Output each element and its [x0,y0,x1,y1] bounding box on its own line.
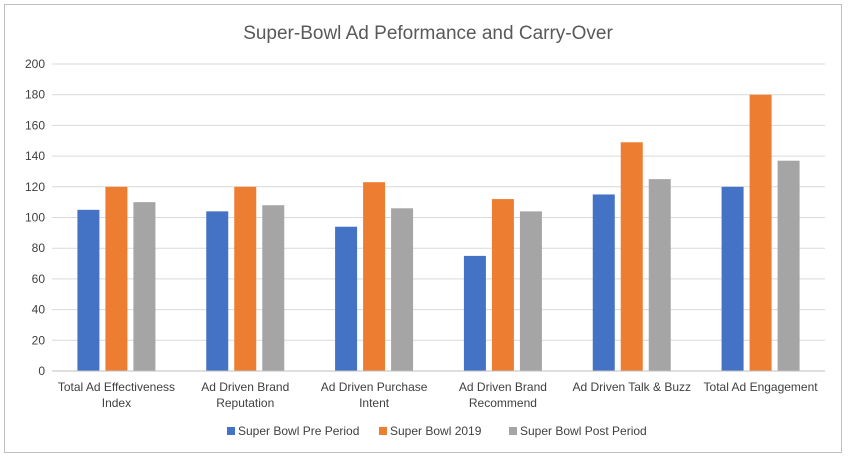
bar [133,202,156,371]
category-labels: Total Ad Effectiveness Index Ad Driven Bra… [58,380,818,410]
bar [592,194,615,371]
bars [77,94,800,371]
category-label: Ad Driven Brand [459,380,547,394]
legend-swatch [379,427,387,435]
chart-title: Super-Bowl Ad Peformance and Carry-Over [243,23,613,44]
bar [234,186,257,371]
category-label: Total Ad Effectiveness [58,380,175,394]
y-tick-label: 0 [38,364,45,378]
y-tick-label: 180 [25,88,45,102]
legend-label: Super Bowl Pre Period [238,424,359,438]
y-tick-label: 200 [25,57,45,71]
bar [363,182,386,371]
bar [749,94,772,371]
y-tick-label: 60 [32,272,46,286]
legend-swatch [227,427,235,435]
legend-label: Super Bowl 2019 [390,424,482,438]
category-label: Recommend [469,396,537,410]
category-label: Ad Driven Brand [201,380,289,394]
y-tick-label: 40 [32,303,46,317]
bar [648,179,671,371]
bar [77,209,100,371]
bar [519,211,542,371]
y-tick-label: 160 [25,118,45,132]
gridlines [52,63,825,372]
legend: Super Bowl Pre Period Super Bowl 2019 Supe… [227,424,647,438]
bar [491,199,514,371]
bar [391,208,414,371]
bar [620,142,643,371]
y-axis-ticks: 0 20 40 60 80 100 120 140 160 180 200 [25,57,45,378]
y-tick-label: 140 [25,149,45,163]
category-label: Ad Driven Purchase [321,380,428,394]
bar [262,205,285,371]
y-tick-label: 120 [25,180,45,194]
legend-label: Super Bowl Post Period [520,424,647,438]
y-tick-label: 20 [32,333,46,347]
category-label: Ad Driven Talk & Buzz [573,380,692,394]
category-label: Total Ad Engagement [704,380,819,394]
category-label: Reputation [216,396,274,410]
y-tick-label: 100 [25,211,45,225]
bar [206,211,229,371]
bar [777,160,800,371]
legend-swatch [509,427,517,435]
category-label: Intent [359,396,390,410]
y-tick-label: 80 [32,241,46,255]
bar [335,226,358,371]
category-label: Index [102,396,131,410]
bar-chart: Super-Bowl Ad Peformance and Carry-Over … [25,23,825,438]
bar [721,186,744,371]
bar [463,255,486,371]
bar [105,186,128,371]
chart-frame: Super-Bowl Ad Peformance and Carry-Over … [4,4,842,453]
